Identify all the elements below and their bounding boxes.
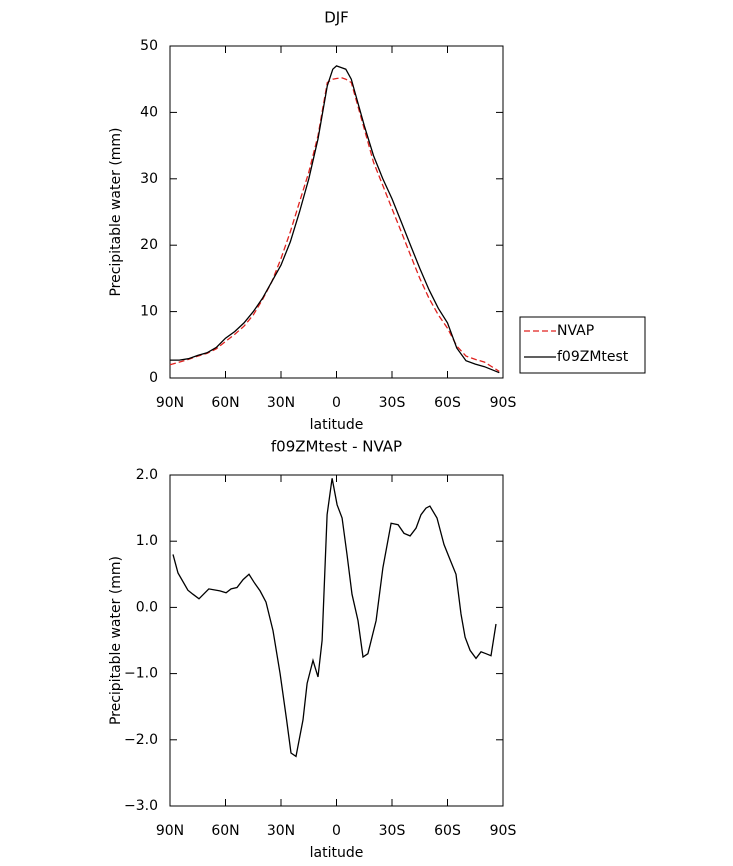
chart-title: DJF [324,9,349,27]
plot-frame [169,45,504,379]
data-line [169,77,500,372]
x-axis-label: latitude [310,417,364,433]
y-tick-label: 0.0 [136,599,158,615]
y-axis-label: Precipitable water (mm) [108,127,124,296]
legend-box [519,316,646,374]
y-tick-label: 50 [140,38,158,54]
y-tick-label: 40 [140,104,158,120]
x-tick-label: 60S [434,395,461,411]
y-tick-label: 0 [149,370,158,386]
y-tick-label: 30 [140,171,158,187]
data-line [172,478,497,758]
y-tick-label: 1.0 [136,533,158,549]
y-tick-label: 10 [140,304,158,320]
x-tick-label: 30S [379,395,406,411]
x-tick-label: 90N [156,395,184,411]
x-axis-label: latitude [310,845,364,861]
x-tick-label: 30S [379,823,406,839]
y-tick-label: −3.0 [124,798,158,814]
legend-label: f09ZMtest [557,349,629,365]
x-tick-label: 90S [490,823,517,839]
x-tick-label: 30N [267,823,295,839]
legend-label: NVAP [557,323,594,339]
y-axis-label: Precipitable water (mm) [108,556,124,725]
plot-frame [169,474,504,807]
chart-title: f09ZMtest - NVAP [271,438,402,456]
y-tick-label: 20 [140,237,158,253]
x-tick-label: 30N [267,395,295,411]
data-line [170,65,500,374]
x-tick-label: 0 [332,395,341,411]
x-tick-label: 90S [490,395,517,411]
y-tick-label: −1.0 [124,666,158,682]
y-tick-label: −2.0 [124,732,158,748]
y-tick-label: 2.0 [136,467,158,483]
x-tick-label: 60N [211,823,239,839]
x-tick-label: 60S [434,823,461,839]
x-tick-label: 0 [332,823,341,839]
x-tick-label: 60N [211,395,239,411]
x-tick-label: 90N [156,823,184,839]
